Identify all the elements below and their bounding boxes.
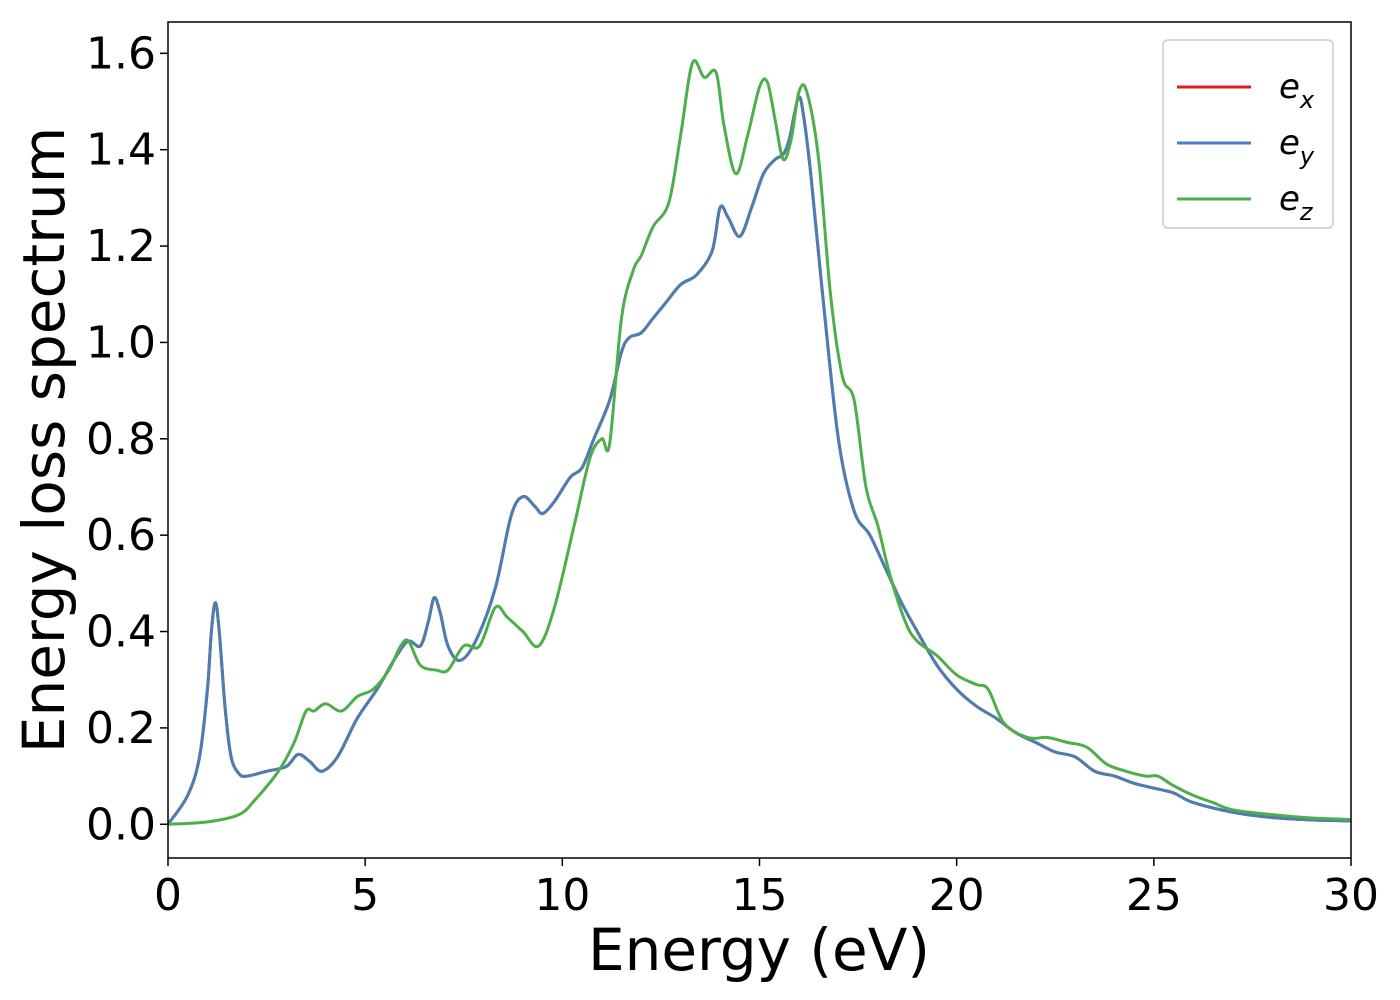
legend-label-subscript: z — [1299, 198, 1314, 226]
legend-label-z: ez — [1279, 179, 1314, 226]
legend-label-base: e — [1279, 123, 1300, 163]
x-axis-title: Energy (eV) — [588, 916, 930, 984]
legend-label-y: ey — [1279, 123, 1315, 170]
x-tick-label: 10 — [534, 870, 590, 921]
legend-label-subscript: x — [1299, 86, 1315, 114]
x-tick-label: 15 — [732, 870, 788, 921]
legend-label-x: ex — [1279, 67, 1315, 114]
x-tick-label: 30 — [1323, 870, 1379, 921]
y-tick-label: 1.0 — [86, 317, 156, 368]
x-tick-label: 5 — [351, 870, 379, 921]
legend-label-base: e — [1279, 67, 1300, 107]
x-axis: 0 5 10 15 20 25 30 — [154, 858, 1379, 921]
y-tick-label: 0.6 — [86, 510, 156, 561]
y-tick-label: 1.6 — [86, 28, 156, 79]
legend-label-base: e — [1279, 179, 1300, 219]
y-axis-title: Energy loss spectrum — [10, 127, 78, 753]
x-tick-label: 25 — [1126, 870, 1182, 921]
y-tick-label: 0.2 — [86, 703, 156, 754]
y-tick-label: 1.2 — [86, 221, 156, 272]
y-tick-label: 0.4 — [86, 607, 156, 658]
x-tick-label: 0 — [154, 870, 182, 921]
y-tick-label: 0.8 — [86, 414, 156, 465]
y-tick-label: 0.0 — [86, 799, 156, 850]
plot-background — [168, 22, 1351, 858]
legend-label-subscript: y — [1299, 142, 1315, 170]
x-tick-label: 20 — [929, 870, 985, 921]
y-axis: 0.0 0.2 0.4 0.6 0.8 1.0 1.2 1.4 1.6 — [86, 28, 168, 850]
series-line-y — [168, 95, 1351, 826]
y-tick-label: 1.4 — [86, 125, 156, 176]
series-line-z — [168, 59, 1351, 826]
series-layer — [168, 59, 1351, 826]
